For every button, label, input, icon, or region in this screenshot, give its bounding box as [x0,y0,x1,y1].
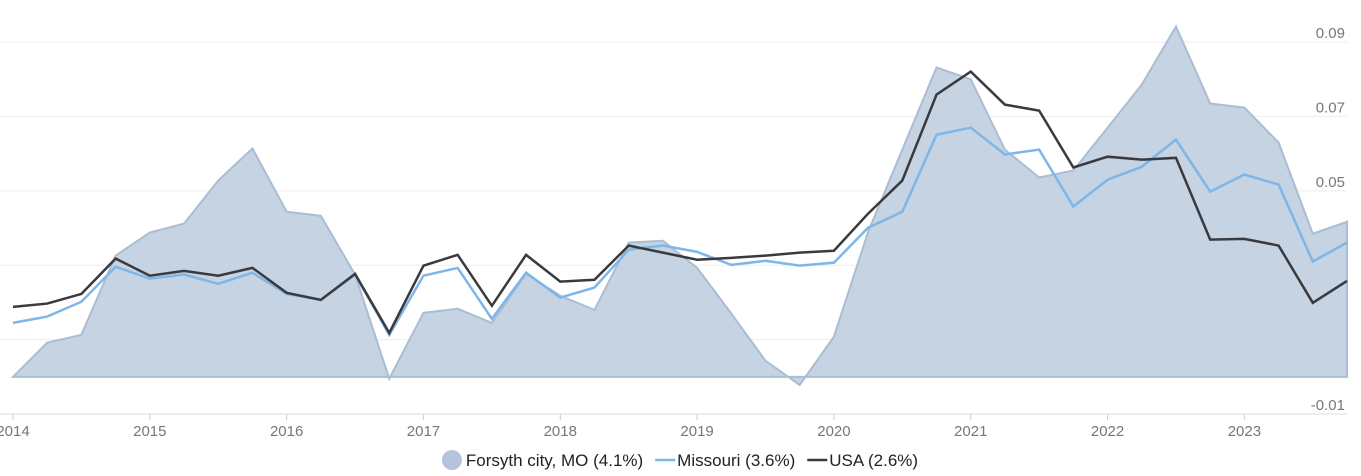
area [10,24,1348,387]
line [12,69,1348,336]
y-tick-label: 0.05 [1316,174,1345,191]
x-tick-label: 2020 [817,423,850,440]
y-tick-label: -0.01 [1311,397,1345,414]
legend-swatch [441,450,462,470]
x-tick-label: 2019 [680,423,713,440]
x-tick-label: 2014 [0,423,30,440]
line [12,126,1348,338]
legend-label: USA (2.6%) [829,451,918,470]
y-tick-label: 0.07 [1316,100,1345,117]
legend-label: Forsyth city, MO (4.1%) [466,451,643,470]
legend-label: Missouri (3.6%) [677,451,795,470]
x-tick-label: 2022 [1091,423,1124,440]
x-tick-label: 2016 [270,423,303,440]
x-tick-label: 2018 [544,423,577,440]
x-tick-label: 2023 [1228,423,1261,440]
x-tick-label: 2021 [954,423,987,440]
x-tick-label: 2015 [133,423,166,440]
y-tick-label: 0.09 [1316,25,1345,42]
x-tick-label: 2017 [407,423,440,440]
